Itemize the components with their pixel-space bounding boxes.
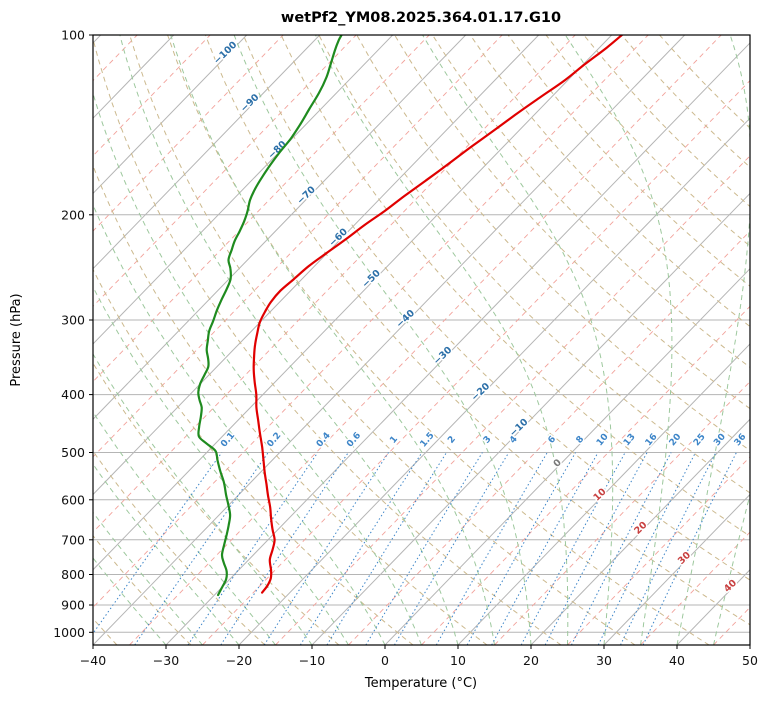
svg-text:1000: 1000	[53, 625, 85, 640]
svg-text:−10: −10	[299, 653, 325, 668]
moist-adiabat-lines	[93, 35, 750, 645]
svg-text:0: 0	[381, 653, 389, 668]
svg-text:30: 30	[596, 653, 612, 668]
svg-text:−20: −20	[226, 653, 252, 668]
svg-text:900: 900	[61, 598, 85, 613]
svg-text:500: 500	[61, 445, 85, 460]
svg-text:−40: −40	[80, 653, 106, 668]
mixing-ratio-lines	[93, 452, 737, 645]
svg-text:400: 400	[61, 387, 85, 402]
x-axis-ticks: −40 −30 −20 −10 0 10 20 30 40 50	[80, 645, 758, 668]
y-axis-ticks: 100 200 300 400 500 600 700 800 900 1000	[53, 28, 93, 640]
svg-text:50: 50	[742, 653, 758, 668]
svg-text:10: 10	[450, 653, 466, 668]
plot-background	[93, 35, 750, 645]
y-axis-label: Pressure (hPa)	[9, 293, 24, 386]
x-axis-label: Temperature (°C)	[364, 676, 477, 691]
temperature-curve	[252, 35, 623, 594]
svg-text:800: 800	[61, 567, 85, 582]
svg-text:300: 300	[61, 313, 85, 328]
svg-text:−30: −30	[153, 653, 179, 668]
minor-isotherm-lines	[93, 35, 750, 645]
svg-text:600: 600	[61, 492, 85, 507]
svg-text:700: 700	[61, 532, 85, 547]
svg-text:20: 20	[523, 653, 539, 668]
dewpoint-curve	[197, 35, 343, 597]
isotherm-lines	[93, 35, 750, 645]
chart-title: wetPf2_YM08.2025.364.01.17.G10	[281, 10, 561, 26]
svg-text:200: 200	[61, 207, 85, 222]
svg-text:100: 100	[61, 28, 85, 43]
svg-text:40: 40	[669, 653, 685, 668]
plot-frame	[92, 34, 751, 646]
